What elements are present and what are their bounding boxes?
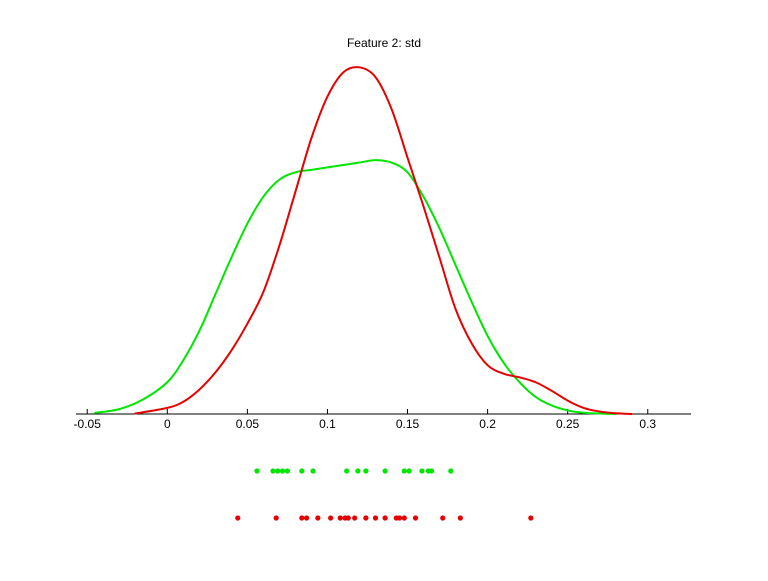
x-tick-label: 0 [164, 417, 171, 431]
chart-title: Feature 2: std [347, 36, 421, 50]
rug-point-2 [299, 515, 305, 521]
x-tick-label: 0.1 [319, 417, 336, 431]
rug-point-2 [304, 515, 310, 521]
x-tick-label: 0.25 [556, 417, 580, 431]
rug-point-2 [273, 515, 279, 521]
rug-point-2 [412, 515, 419, 521]
x-tick-label: -0.05 [74, 417, 102, 431]
rug-point-1 [344, 468, 350, 474]
rug-point-2 [528, 515, 534, 521]
rug-point-2 [440, 515, 446, 521]
rug-point-1 [299, 468, 305, 474]
x-tick-label: 0.15 [396, 417, 420, 431]
rug-point-1 [275, 468, 281, 474]
rug-point-1 [270, 468, 276, 474]
rug-point-1 [280, 468, 286, 474]
density-curves [94, 66, 633, 415]
rug-point-2 [345, 515, 351, 521]
rug-point-2 [328, 515, 334, 521]
density-curve-1 [94, 159, 617, 415]
rug-point-1 [428, 468, 435, 474]
rug-plots [235, 468, 534, 521]
rug-point-2 [372, 515, 379, 521]
density-curve-2 [134, 66, 633, 415]
rug-point-1 [310, 468, 316, 474]
rug-point-2 [363, 515, 369, 521]
rug-point-2 [382, 515, 388, 521]
rug-point-1 [382, 468, 388, 474]
rug-point-1 [254, 468, 260, 474]
rug-point-2 [337, 515, 343, 521]
rug-point-2 [315, 515, 321, 521]
rug-point-1 [406, 468, 412, 474]
rug-point-1 [448, 468, 454, 474]
rug-point-2 [401, 515, 407, 521]
x-tick-label: 0.2 [479, 417, 496, 431]
rug-point-1 [401, 468, 407, 474]
rug-point-2 [235, 515, 241, 521]
rug-point-1 [355, 468, 361, 474]
rug-point-1 [363, 468, 369, 474]
rug-point-2 [396, 515, 403, 521]
rug-point-1 [284, 468, 291, 474]
rug-point-2 [457, 515, 463, 521]
x-tick-label: 0.3 [639, 417, 656, 431]
x-tick-label: 0.05 [236, 417, 260, 431]
rug-point-2 [352, 515, 358, 521]
rug-point-1 [419, 468, 425, 474]
